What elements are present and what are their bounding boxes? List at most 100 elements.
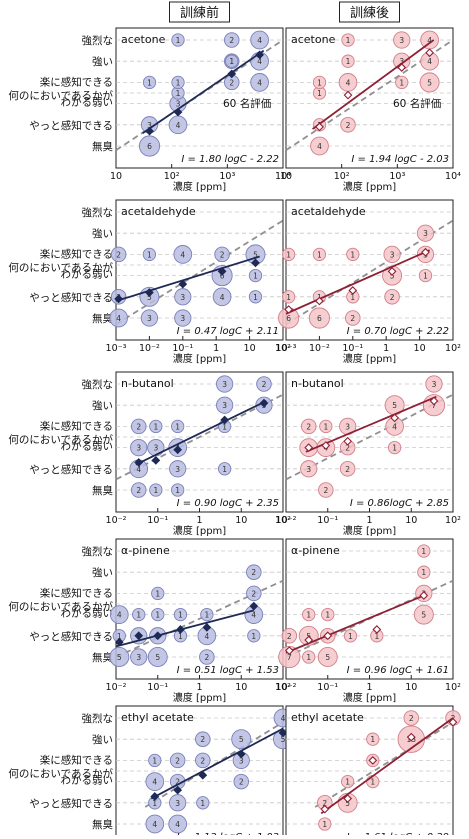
response-bubble	[196, 796, 210, 810]
response-bubble	[147, 647, 168, 667]
y-tick-label: 強い	[92, 227, 113, 240]
response-bubble	[387, 440, 402, 455]
mean-marker	[227, 69, 237, 79]
response-count-label: 1	[317, 89, 322, 98]
mean-marker	[304, 635, 314, 645]
y-tick-label: 強い	[92, 566, 113, 579]
panel-compound-label: α-pinene	[291, 544, 340, 557]
mean-marker	[343, 436, 353, 446]
y-tick-label: 楽に感知できる	[40, 753, 113, 766]
response-bubble	[214, 246, 230, 263]
response-bubble	[246, 585, 262, 602]
response-count-label: 5	[421, 611, 426, 620]
x-tick-label: 10²	[275, 343, 291, 354]
response-count-label: 1	[286, 293, 291, 302]
response-count-label: 5	[155, 653, 160, 662]
mean-marker	[419, 591, 429, 600]
x-tick-label: 10⁴	[275, 171, 291, 182]
y-tick-label: 無臭	[92, 651, 113, 664]
x-tick-label: 10	[405, 682, 417, 693]
response-bubble	[130, 482, 147, 498]
response-count-label: 3	[390, 250, 395, 259]
mean-marker	[315, 122, 324, 132]
mean-marker	[217, 266, 227, 276]
response-count-label: 1	[348, 632, 353, 641]
response-bubble	[174, 288, 192, 306]
response-count-label: 1	[117, 632, 122, 641]
panel-compound-label: ethyl acetate	[291, 711, 364, 724]
x-tick-label: 10⁻³	[106, 343, 127, 354]
x-tick-label: 10⁻¹	[317, 682, 338, 693]
response-bubble	[413, 604, 434, 625]
x-tick-label: 1	[196, 682, 202, 693]
response-bubble	[169, 794, 187, 812]
response-count-label: 1	[306, 653, 311, 662]
response-count-label: 2	[346, 121, 351, 130]
mean-marker	[114, 294, 124, 304]
y-tick-label: 強烈な	[82, 545, 114, 558]
response-bubble	[171, 483, 185, 497]
x-axis-label: 濃度 [ppm]	[173, 180, 227, 193]
x-tick-label: 10⁻¹	[172, 343, 193, 354]
response-bubble	[142, 247, 157, 262]
x-tick-label: 10⁻¹	[147, 682, 168, 693]
x-axis-label: 濃度 [ppm]	[343, 180, 397, 193]
mean-marker	[425, 48, 434, 58]
x-tick-label: 10⁻²	[106, 515, 127, 526]
regression-line	[320, 717, 454, 815]
response-bubble	[302, 650, 316, 664]
response-count-label: 1	[323, 422, 328, 431]
y-tick-label: 強い	[92, 55, 113, 68]
response-count-label: 1	[399, 78, 404, 87]
y-tick-label: わかる弱い	[61, 269, 114, 281]
response-bubble	[312, 75, 327, 90]
response-count-label: 4	[251, 611, 256, 620]
regression-formula: I = 0.51 logC + 1.53	[177, 665, 279, 676]
x-tick-label: 10²	[445, 343, 461, 354]
y-tick-label: 無臭	[92, 484, 113, 497]
response-count-label: 2	[136, 422, 141, 431]
x-tick-label: 10	[280, 171, 292, 182]
response-bubble	[173, 607, 188, 622]
regression-formula: I = 1.94 logC - 2.03	[351, 154, 449, 165]
x-tick-label: 1	[366, 682, 372, 693]
response-count-label: 6	[286, 314, 291, 323]
reference-dashed-line	[115, 219, 284, 326]
response-bubble	[339, 461, 356, 477]
x-tick-label: 10⁻²	[309, 343, 330, 354]
mean-marker	[368, 756, 378, 765]
response-bubble	[195, 752, 211, 769]
x-tick-label: 10⁻¹	[342, 343, 363, 354]
y-tick-label: 何のにおいであるかが	[8, 261, 113, 274]
response-bubble	[383, 245, 401, 264]
response-count-label: 5	[390, 272, 395, 281]
mean-marker	[406, 732, 416, 742]
response-count-label: 3	[306, 465, 311, 474]
mean-marker	[114, 637, 124, 647]
regression-formula: I = 1.80 logC - 2.22	[181, 154, 279, 165]
y-tick-label: 無臭	[92, 312, 113, 325]
reference-dashed-line	[314, 721, 454, 808]
x-tick-label: 10²	[275, 682, 291, 693]
y-tick-label: やっと感知できる	[29, 291, 113, 304]
response-count-label: 1	[152, 756, 157, 765]
response-count-label: 2	[229, 36, 234, 45]
response-count-label: 1	[153, 486, 158, 495]
y-tick-label: 楽に感知できる	[40, 586, 113, 599]
response-bubble	[169, 460, 187, 478]
x-tick-label: 10²	[445, 682, 461, 693]
x-tick-label: 10³	[219, 171, 235, 182]
mean-marker	[236, 749, 246, 759]
mean-marker	[397, 63, 407, 72]
response-bubble	[110, 246, 127, 263]
response-count-label: 4	[180, 250, 185, 259]
response-count-label: 3	[222, 401, 227, 410]
response-count-label: 6	[220, 272, 225, 281]
response-count-label: 2	[322, 799, 327, 808]
response-count-label: 1	[370, 735, 375, 744]
response-count-label: 2	[306, 422, 311, 431]
column-header-box	[339, 1, 400, 23]
mean-marker	[150, 792, 160, 801]
